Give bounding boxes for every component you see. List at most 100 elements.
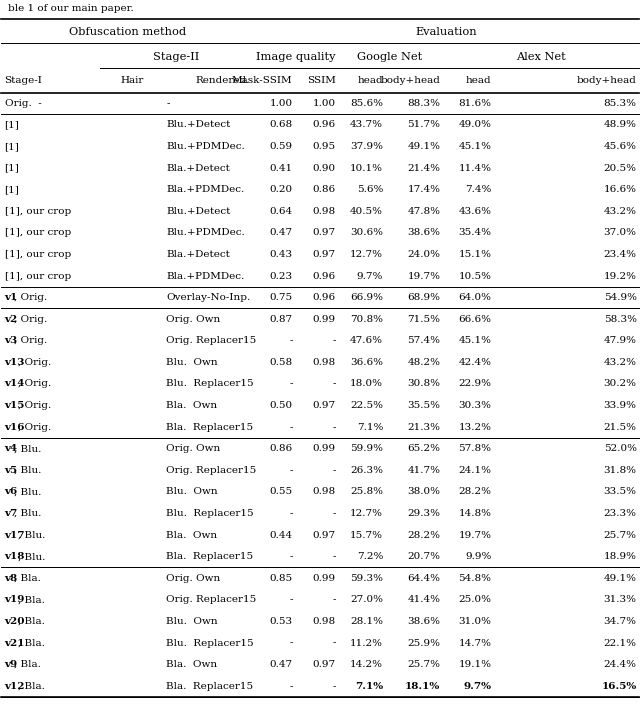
Text: 20.5%: 20.5% xyxy=(604,163,637,172)
Text: 0.75: 0.75 xyxy=(269,293,292,302)
Text: v21: v21 xyxy=(4,639,25,648)
Text: 0.96: 0.96 xyxy=(313,293,336,302)
Text: Orig. Replacer15: Orig. Replacer15 xyxy=(166,466,257,474)
Text: 0.97: 0.97 xyxy=(313,228,336,237)
Text: Obfuscation method: Obfuscation method xyxy=(68,27,186,37)
Text: 0.20: 0.20 xyxy=(269,185,292,194)
Text: Bla.+Detect: Bla.+Detect xyxy=(166,163,230,172)
Text: 36.6%: 36.6% xyxy=(350,358,383,367)
Text: , Orig.: , Orig. xyxy=(18,422,51,432)
Text: v13: v13 xyxy=(4,358,25,367)
Text: v6: v6 xyxy=(4,487,18,496)
Text: 19.7%: 19.7% xyxy=(458,531,492,539)
Text: 19.2%: 19.2% xyxy=(604,272,637,280)
Text: 54.9%: 54.9% xyxy=(604,293,637,302)
Text: 70.8%: 70.8% xyxy=(350,315,383,324)
Text: , Orig.: , Orig. xyxy=(13,293,47,302)
Text: v1: v1 xyxy=(4,293,18,302)
Text: 0.47: 0.47 xyxy=(269,228,292,237)
Text: 47.6%: 47.6% xyxy=(350,337,383,345)
Text: 26.3%: 26.3% xyxy=(350,466,383,474)
Text: 85.3%: 85.3% xyxy=(604,99,637,108)
Text: Rendered.: Rendered. xyxy=(196,76,250,85)
Text: 0.96: 0.96 xyxy=(313,120,336,130)
Text: -: - xyxy=(289,422,292,432)
Text: 30.3%: 30.3% xyxy=(458,401,492,410)
Text: Blu.+PDMDec.: Blu.+PDMDec. xyxy=(166,142,245,151)
Text: 28.2%: 28.2% xyxy=(408,531,440,539)
Text: 35.4%: 35.4% xyxy=(458,228,492,237)
Text: , Orig.: , Orig. xyxy=(18,401,51,410)
Text: 58.3%: 58.3% xyxy=(604,315,637,324)
Text: 17.4%: 17.4% xyxy=(408,185,440,194)
Text: 33.5%: 33.5% xyxy=(604,487,637,496)
Text: 21.3%: 21.3% xyxy=(408,422,440,432)
Text: 49.1%: 49.1% xyxy=(408,142,440,151)
Text: [1], our crop: [1], our crop xyxy=(4,228,71,237)
Text: 19.1%: 19.1% xyxy=(458,660,492,669)
Text: Blu.  Own: Blu. Own xyxy=(166,617,218,626)
Text: 15.7%: 15.7% xyxy=(350,531,383,539)
Text: Stage-II: Stage-II xyxy=(154,52,200,62)
Text: [1]: [1] xyxy=(4,185,19,194)
Text: 11.4%: 11.4% xyxy=(458,163,492,172)
Text: , Bla.: , Bla. xyxy=(18,596,45,604)
Text: SSIM: SSIM xyxy=(307,76,336,85)
Text: Bla.  Replacer15: Bla. Replacer15 xyxy=(166,422,253,432)
Text: 21.4%: 21.4% xyxy=(408,163,440,172)
Text: -: - xyxy=(332,639,336,648)
Text: 47.8%: 47.8% xyxy=(408,207,440,216)
Text: 49.0%: 49.0% xyxy=(458,120,492,130)
Text: [1]: [1] xyxy=(4,142,19,151)
Text: 0.41: 0.41 xyxy=(269,163,292,172)
Text: Blu.+Detect: Blu.+Detect xyxy=(166,120,231,130)
Text: , Bla.: , Bla. xyxy=(18,617,45,626)
Text: 25.8%: 25.8% xyxy=(350,487,383,496)
Text: , Orig.: , Orig. xyxy=(18,379,51,389)
Text: 0.97: 0.97 xyxy=(313,531,336,539)
Text: 31.0%: 31.0% xyxy=(458,617,492,626)
Text: Blu.  Own: Blu. Own xyxy=(166,358,218,367)
Text: ble 1 of our main paper.: ble 1 of our main paper. xyxy=(8,4,134,13)
Text: 0.96: 0.96 xyxy=(313,272,336,280)
Text: Orig. Own: Orig. Own xyxy=(166,574,221,583)
Text: 45.1%: 45.1% xyxy=(458,142,492,151)
Text: 68.9%: 68.9% xyxy=(408,293,440,302)
Text: 16.6%: 16.6% xyxy=(604,185,637,194)
Text: 14.8%: 14.8% xyxy=(458,509,492,518)
Text: -: - xyxy=(332,509,336,518)
Text: v12: v12 xyxy=(4,681,25,691)
Text: 25.7%: 25.7% xyxy=(408,660,440,669)
Text: 33.9%: 33.9% xyxy=(604,401,637,410)
Text: 0.47: 0.47 xyxy=(269,660,292,669)
Text: 23.3%: 23.3% xyxy=(604,509,637,518)
Text: -: - xyxy=(289,466,292,474)
Text: v2: v2 xyxy=(4,315,18,324)
Text: 37.0%: 37.0% xyxy=(604,228,637,237)
Text: 14.2%: 14.2% xyxy=(350,660,383,669)
Text: 0.86: 0.86 xyxy=(313,185,336,194)
Text: 0.97: 0.97 xyxy=(313,401,336,410)
Text: Bla.  Own: Bla. Own xyxy=(166,401,218,410)
Text: 81.6%: 81.6% xyxy=(458,99,492,108)
Text: Bla.  Replacer15: Bla. Replacer15 xyxy=(166,552,253,561)
Text: Orig.  -: Orig. - xyxy=(4,99,42,108)
Text: 0.98: 0.98 xyxy=(313,207,336,216)
Text: 0.97: 0.97 xyxy=(313,250,336,259)
Text: 64.0%: 64.0% xyxy=(458,293,492,302)
Text: 11.2%: 11.2% xyxy=(350,639,383,648)
Text: 14.7%: 14.7% xyxy=(458,639,492,648)
Text: v14: v14 xyxy=(4,379,25,389)
Text: , Bla.: , Bla. xyxy=(13,660,40,669)
Text: v9: v9 xyxy=(4,660,18,669)
Text: v16: v16 xyxy=(4,422,25,432)
Text: 52.0%: 52.0% xyxy=(604,444,637,453)
Text: 9.7%: 9.7% xyxy=(463,681,492,691)
Text: -: - xyxy=(332,681,336,691)
Text: 64.4%: 64.4% xyxy=(408,574,440,583)
Text: Blu.+Detect: Blu.+Detect xyxy=(166,207,231,216)
Text: 0.90: 0.90 xyxy=(313,163,336,172)
Text: [1]: [1] xyxy=(4,163,19,172)
Text: v18: v18 xyxy=(4,552,25,561)
Text: 54.8%: 54.8% xyxy=(458,574,492,583)
